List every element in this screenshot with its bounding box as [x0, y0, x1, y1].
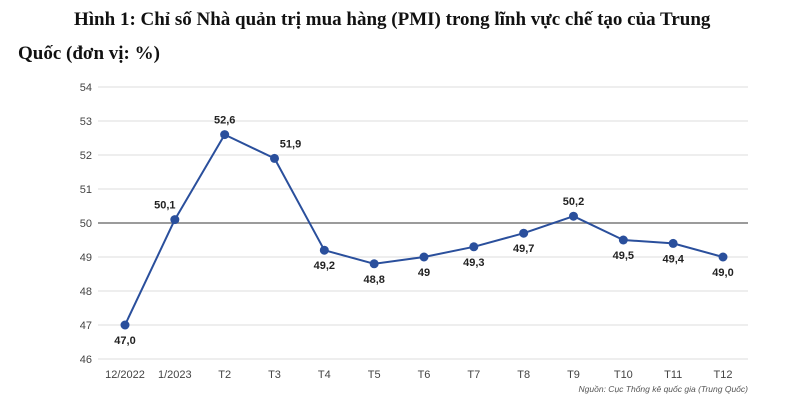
x-tick-label: T3 [268, 369, 281, 381]
y-tick-label: 47 [80, 320, 92, 332]
x-tick-label: T8 [517, 369, 530, 381]
data-point [270, 153, 279, 163]
data-label-layer: 47,0 50,1 52,6 51,9 49,2 48,8 49 49,3 49,7 50,2 49… [114, 115, 733, 347]
data-label: 47,0 [114, 335, 135, 347]
axis-layer: 46 47 48 49 50 51 52 53 54 12/2022 1/2023 T2 T3 T4 T5 T… [80, 82, 733, 381]
series-layer [120, 130, 728, 330]
series-line-pmi [124, 133, 724, 326]
x-tick-label: T7 [467, 369, 480, 381]
data-point [369, 259, 379, 269]
data-label: 49,5 [613, 250, 634, 262]
data-point [220, 130, 230, 140]
chart-title-line-2: Quốc (đơn vị: %) [18, 43, 160, 64]
data-label: 49,2 [314, 260, 335, 272]
x-tick-label: 12/2022 [105, 369, 145, 381]
data-label: 49,3 [463, 257, 484, 269]
data-label: 49,7 [513, 243, 534, 255]
data-point [120, 320, 130, 330]
x-tick-label: T10 [614, 369, 633, 381]
chart-title-line-1: Hình 1: Chỉ số Nhà quản trị mua hàng (PM… [74, 9, 711, 30]
y-tick-label: 46 [80, 354, 92, 366]
data-point [519, 228, 529, 238]
x-tick-label: T4 [318, 369, 331, 381]
y-tick-label: 54 [80, 82, 92, 94]
data-label: 49 [418, 267, 430, 279]
data-point [718, 252, 728, 262]
x-tick-label: T12 [714, 369, 733, 381]
y-tick-label: 50 [80, 218, 92, 230]
x-tick-label: T6 [418, 369, 431, 381]
data-label: 50,1 [154, 200, 175, 212]
data-label: 51,9 [280, 138, 301, 150]
data-point [170, 215, 180, 225]
source-note: Nguồn: Cục Thống kê quốc gia (Trung Quốc… [579, 384, 749, 394]
data-point [668, 238, 678, 248]
y-tick-label: 52 [80, 150, 92, 162]
y-tick-label: 53 [80, 116, 92, 128]
y-tick-label: 48 [80, 286, 92, 298]
data-point [569, 211, 578, 221]
x-tick-label: T2 [218, 369, 231, 381]
data-point [469, 242, 479, 252]
x-tick-label: T9 [567, 369, 580, 381]
data-point [419, 252, 429, 262]
data-point [319, 245, 329, 255]
x-tick-label: 1/2023 [158, 369, 192, 381]
data-label: 52,6 [214, 115, 235, 127]
data-label: 50,2 [563, 196, 584, 208]
data-label: 49,4 [662, 253, 684, 265]
data-label: 48,8 [363, 274, 384, 286]
y-tick-label: 51 [80, 184, 92, 196]
data-point [618, 235, 628, 245]
x-tick-label: T11 [664, 369, 682, 381]
y-tick-label: 49 [80, 252, 92, 264]
grid-layer [98, 86, 748, 360]
data-label: 49,0 [712, 267, 733, 279]
x-tick-label: T5 [368, 369, 381, 381]
